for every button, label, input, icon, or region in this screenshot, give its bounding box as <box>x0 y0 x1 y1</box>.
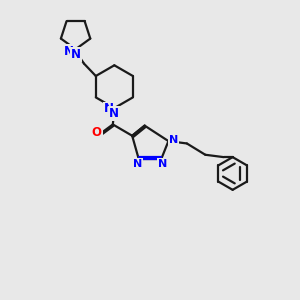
Text: N: N <box>169 135 178 145</box>
Text: N: N <box>109 107 119 120</box>
Text: N: N <box>158 159 167 169</box>
Text: N: N <box>104 103 114 116</box>
Text: N: N <box>133 159 142 169</box>
Text: O: O <box>92 126 102 139</box>
Text: N: N <box>64 44 74 58</box>
Text: N: N <box>70 48 81 61</box>
